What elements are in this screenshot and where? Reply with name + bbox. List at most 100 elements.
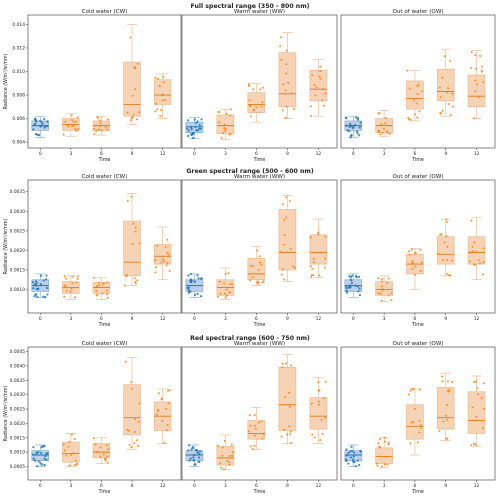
sample-point — [46, 293, 49, 296]
sample-point — [317, 400, 320, 403]
x-tick-label: 9 — [286, 151, 289, 157]
box-group — [436, 218, 455, 277]
sample-point — [345, 117, 348, 120]
box-iqr — [278, 367, 297, 431]
box-group — [153, 226, 172, 281]
sample-point — [105, 289, 108, 292]
sample-point — [449, 113, 452, 116]
sample-point — [62, 443, 65, 446]
sample-point — [101, 283, 104, 286]
x-tick-label: 0 — [39, 483, 42, 489]
sample-point — [229, 454, 232, 457]
sample-point — [134, 230, 137, 233]
chart-panel: Cold water (CW) 0.0005 0.0010 0.0015 0.0020 0… — [3, 341, 182, 495]
sample-point — [45, 458, 48, 462]
sample-point — [218, 280, 221, 283]
sample-point — [348, 129, 351, 133]
box-group — [309, 377, 328, 444]
sample-point — [386, 132, 389, 135]
sample-point — [71, 282, 74, 285]
sample-point — [482, 261, 485, 264]
sample-point — [384, 463, 387, 466]
sample-point — [231, 454, 234, 457]
sample-point — [438, 86, 441, 89]
box-group — [406, 248, 424, 290]
y-tick-label: 0.008 — [12, 93, 25, 99]
sample-point — [289, 433, 292, 436]
sample-point — [39, 462, 42, 465]
sample-point — [379, 133, 382, 136]
sample-point — [418, 110, 421, 113]
sample-point — [74, 127, 77, 130]
sample-point — [106, 455, 109, 458]
sample-point — [194, 463, 197, 466]
sample-point — [39, 119, 42, 122]
x-tick-label: 3 — [224, 316, 227, 322]
sample-point — [482, 273, 485, 276]
sample-point — [64, 120, 67, 123]
sample-point — [136, 118, 139, 121]
box-iqr — [467, 74, 486, 108]
y-tick-label: 0.0040 — [10, 363, 26, 369]
sample-point — [163, 260, 166, 263]
x-tick-label: 3 — [383, 151, 386, 157]
y-axis-label: Radiance (W/m²/sr/nm) — [3, 219, 9, 275]
sample-point — [225, 288, 228, 291]
sample-point — [345, 454, 348, 457]
sample-point — [31, 281, 35, 284]
sample-point — [93, 276, 96, 279]
sample-point — [288, 425, 291, 428]
sample-point — [130, 381, 133, 384]
sample-point — [73, 437, 76, 440]
sample-point — [165, 264, 168, 267]
sample-point — [387, 277, 390, 280]
box-iqr — [123, 384, 141, 436]
sample-point — [154, 271, 157, 274]
sample-point — [353, 123, 357, 127]
sample-point — [161, 398, 164, 401]
x-tick-label: 9 — [286, 483, 289, 489]
sample-point — [359, 449, 362, 453]
sample-point — [474, 380, 477, 383]
sample-point — [481, 81, 484, 84]
plot-frame — [181, 14, 338, 149]
sample-point — [224, 128, 227, 131]
sample-point — [479, 54, 482, 57]
sample-point — [377, 130, 380, 133]
sample-point — [32, 446, 35, 449]
sample-point — [285, 196, 288, 199]
y-tick-label: 0.010 — [12, 69, 25, 75]
sample-point — [36, 465, 39, 468]
sample-point — [99, 124, 102, 127]
box-iqr — [436, 387, 455, 430]
sample-point — [446, 404, 449, 407]
sample-point — [442, 420, 445, 423]
sample-point — [476, 83, 479, 86]
sample-point — [39, 274, 43, 277]
sample-point — [192, 456, 195, 459]
x-tick-label: 9 — [444, 483, 447, 489]
sample-point — [475, 250, 478, 253]
sample-point — [41, 463, 44, 466]
sample-point — [138, 402, 141, 405]
x-tick-label: 12 — [316, 151, 322, 157]
sample-point — [154, 259, 157, 262]
sample-point — [262, 86, 265, 89]
sample-point — [224, 129, 227, 132]
sample-point — [317, 403, 320, 406]
sample-point — [355, 130, 359, 133]
sample-point — [63, 295, 66, 298]
x-tick-label: 6 — [255, 483, 258, 489]
sample-point — [482, 382, 485, 385]
sample-point — [32, 453, 35, 456]
sample-point — [104, 126, 107, 129]
sample-point — [95, 130, 98, 133]
sample-point — [75, 129, 78, 132]
sample-point — [319, 69, 322, 72]
sample-point — [356, 132, 359, 135]
sample-point — [324, 92, 327, 95]
sample-point — [358, 126, 361, 129]
sample-point — [160, 261, 163, 264]
sample-point — [470, 51, 473, 54]
sample-point — [474, 79, 477, 82]
